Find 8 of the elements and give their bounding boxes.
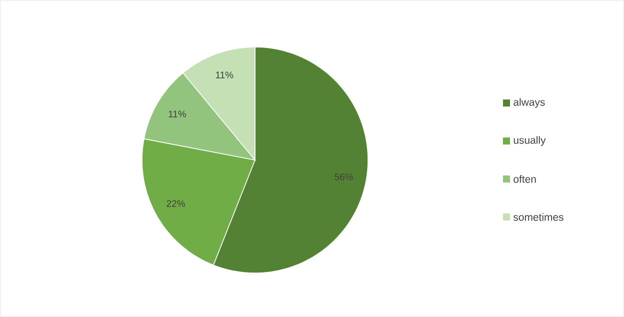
legend-label: often <box>514 175 536 183</box>
legend-label: sometimes <box>514 213 564 221</box>
legend-label: usually <box>514 136 546 146</box>
legend-label: always <box>514 98 545 108</box>
data-label: 22% <box>166 200 185 207</box>
data-label: 56% <box>334 174 353 180</box>
data-label: 11% <box>168 110 186 118</box>
data-label: 11% <box>216 72 234 78</box>
